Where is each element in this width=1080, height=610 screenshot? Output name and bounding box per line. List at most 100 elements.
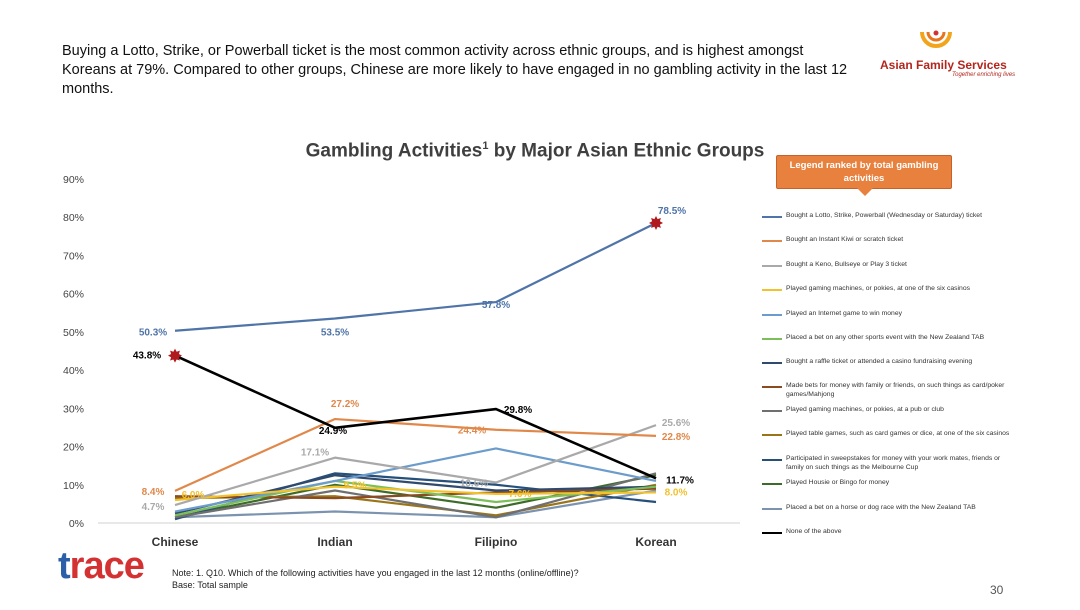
legend-item: None of the above bbox=[762, 528, 1017, 537]
data-label: 27.2% bbox=[331, 399, 359, 410]
legend-swatch bbox=[762, 362, 782, 364]
legend-swatch bbox=[762, 314, 782, 316]
data-label: 8.4% bbox=[142, 487, 165, 498]
page-number: 30 bbox=[990, 583, 1004, 597]
logo-tagline: Together enriching lives bbox=[952, 72, 1016, 78]
y-tick-label: 90% bbox=[63, 174, 84, 186]
series-line bbox=[174, 354, 657, 480]
data-label: 24.9% bbox=[319, 426, 347, 437]
footnote: Note: 1. Q10. Which of the following act… bbox=[172, 567, 579, 591]
y-tick-label: 60% bbox=[63, 289, 84, 301]
legend-label: Participated in sweepstakes for money wi… bbox=[786, 455, 1001, 471]
headline: Buying a Lotto, Strike, or Powerball tic… bbox=[62, 43, 848, 97]
data-label: 22.8% bbox=[662, 432, 690, 443]
data-label: 7.6% bbox=[509, 489, 532, 500]
data-label: 53.5% bbox=[321, 328, 349, 339]
chart-title-suffix: by Major Asian Ethnic Groups bbox=[488, 140, 765, 162]
trace-logo: trace bbox=[58, 545, 145, 587]
legend-swatch bbox=[762, 459, 782, 461]
data-label: 9.5% bbox=[344, 481, 367, 492]
legend-callout: Legend ranked by total gambling activiti… bbox=[776, 155, 952, 196]
series-line bbox=[174, 424, 657, 507]
legend-label: Bought a Lotto, Strike, Powerball (Wedne… bbox=[786, 212, 982, 219]
trace-logo-part1: t bbox=[58, 545, 71, 587]
y-tick-label: 0% bbox=[69, 518, 84, 530]
trace-logo-part2: race bbox=[69, 545, 145, 587]
data-label: 29.8% bbox=[504, 405, 532, 416]
legend-item: Played gaming machines, or pokies, at on… bbox=[762, 285, 1017, 294]
data-label: 8.0% bbox=[665, 487, 688, 498]
logo-rings-icon bbox=[920, 30, 952, 48]
legend-swatch bbox=[762, 434, 782, 436]
series-line bbox=[174, 417, 657, 492]
chart-title-main: Gambling Activities bbox=[305, 140, 483, 162]
x-category-label: Chinese bbox=[152, 535, 199, 549]
legend-swatch bbox=[762, 265, 782, 267]
legend-label: Played gaming machines, or pokies, at a … bbox=[786, 406, 944, 413]
legend-swatch bbox=[762, 410, 782, 412]
legend-item: Bought a Keno, Bullseye or Play 3 ticket bbox=[762, 261, 1017, 270]
legend-swatch bbox=[762, 483, 782, 485]
legend-label: Bought an Instant Kiwi or scratch ticket bbox=[786, 236, 904, 243]
highlight-marker bbox=[168, 348, 182, 363]
legend-item: Played an Internet game to win money bbox=[762, 310, 1017, 319]
series-line bbox=[174, 489, 657, 519]
highlight-marker bbox=[649, 216, 663, 230]
data-label: 78.5% bbox=[658, 206, 686, 217]
legend-item: Played table games, such as card games o… bbox=[762, 430, 1017, 439]
logo-name: Asian Family Services bbox=[880, 58, 1007, 72]
data-label: 57.8% bbox=[482, 300, 510, 311]
x-category-label: Korean bbox=[635, 535, 676, 549]
legend-swatch bbox=[762, 240, 782, 242]
legend-swatch bbox=[762, 532, 782, 534]
legend-item: Bought a raffle ticket or attended a cas… bbox=[762, 358, 1017, 367]
legend-label: Played an Internet game to win money bbox=[786, 310, 902, 317]
data-label: 10.6% bbox=[460, 478, 488, 489]
data-label: 50.3% bbox=[139, 328, 167, 339]
legend-item: Participated in sweepstakes for money wi… bbox=[762, 455, 1017, 472]
chart-title: Gambling Activities1 by Major Asian Ethn… bbox=[290, 140, 780, 162]
legend-swatch bbox=[762, 508, 782, 510]
data-label: 17.1% bbox=[301, 448, 329, 459]
legend-swatch bbox=[762, 289, 782, 291]
legend-swatch bbox=[762, 338, 782, 340]
data-label: 25.6% bbox=[662, 418, 690, 429]
data-label: 6.0% bbox=[182, 490, 205, 501]
legend-label: Played table games, such as card games o… bbox=[786, 430, 1010, 437]
x-category-label: Indian bbox=[317, 535, 352, 549]
legend-label: Bought a raffle ticket or attended a cas… bbox=[786, 358, 973, 365]
legend-label: Placed a bet on any other sports event w… bbox=[786, 334, 985, 341]
legend-item: Played Housie or Bingo for money bbox=[762, 479, 1017, 488]
legend-swatch bbox=[762, 216, 782, 218]
legend-swatch bbox=[762, 386, 782, 388]
data-label: 24.4% bbox=[458, 426, 486, 437]
data-label: 43.8% bbox=[133, 351, 161, 362]
series-line bbox=[174, 447, 657, 513]
legend-label: Bought a Keno, Bullseye or Play 3 ticket bbox=[786, 261, 907, 268]
legend-label: Made bets for money with family or frien… bbox=[786, 382, 1005, 398]
legend-item: Bought a Lotto, Strike, Powerball (Wedne… bbox=[762, 212, 1017, 221]
series-line bbox=[174, 221, 657, 332]
footnote-question: Note: 1. Q10. Which of the following act… bbox=[172, 568, 579, 578]
y-tick-label: 10% bbox=[63, 480, 84, 492]
line-chart: 0% 10% 20% 30% 40% 50% 60% 70% 80% 90% Chinese Indi… bbox=[63, 174, 740, 549]
y-tick-label: 50% bbox=[63, 327, 84, 339]
y-tick-label: 30% bbox=[63, 403, 84, 415]
y-tick-label: 40% bbox=[63, 365, 84, 377]
data-label: 11.7% bbox=[666, 475, 694, 486]
asian-family-services-logo: Asian Family Services Together enriching… bbox=[876, 28, 1026, 84]
legend-item: Bought an Instant Kiwi or scratch ticket bbox=[762, 236, 1017, 245]
data-label: 4.7% bbox=[142, 502, 165, 513]
legend-label: Played Housie or Bingo for money bbox=[786, 479, 890, 486]
footnote-base: Base: Total sample bbox=[172, 580, 248, 590]
legend-item: Made bets for money with family or frien… bbox=[762, 382, 1017, 399]
legend-label: Played gaming machines, or pokies, at on… bbox=[786, 285, 970, 292]
x-category-label: Filipino bbox=[475, 535, 518, 549]
legend-item: Played gaming machines, or pokies, at a … bbox=[762, 406, 1017, 415]
y-tick-label: 20% bbox=[63, 442, 84, 454]
series-line bbox=[174, 479, 657, 517]
legend-label: None of the above bbox=[786, 528, 842, 535]
series-line bbox=[174, 485, 657, 502]
legend-item: Placed a bet on a horse or dog race with… bbox=[762, 504, 1017, 513]
y-tick-label: 80% bbox=[63, 212, 84, 224]
